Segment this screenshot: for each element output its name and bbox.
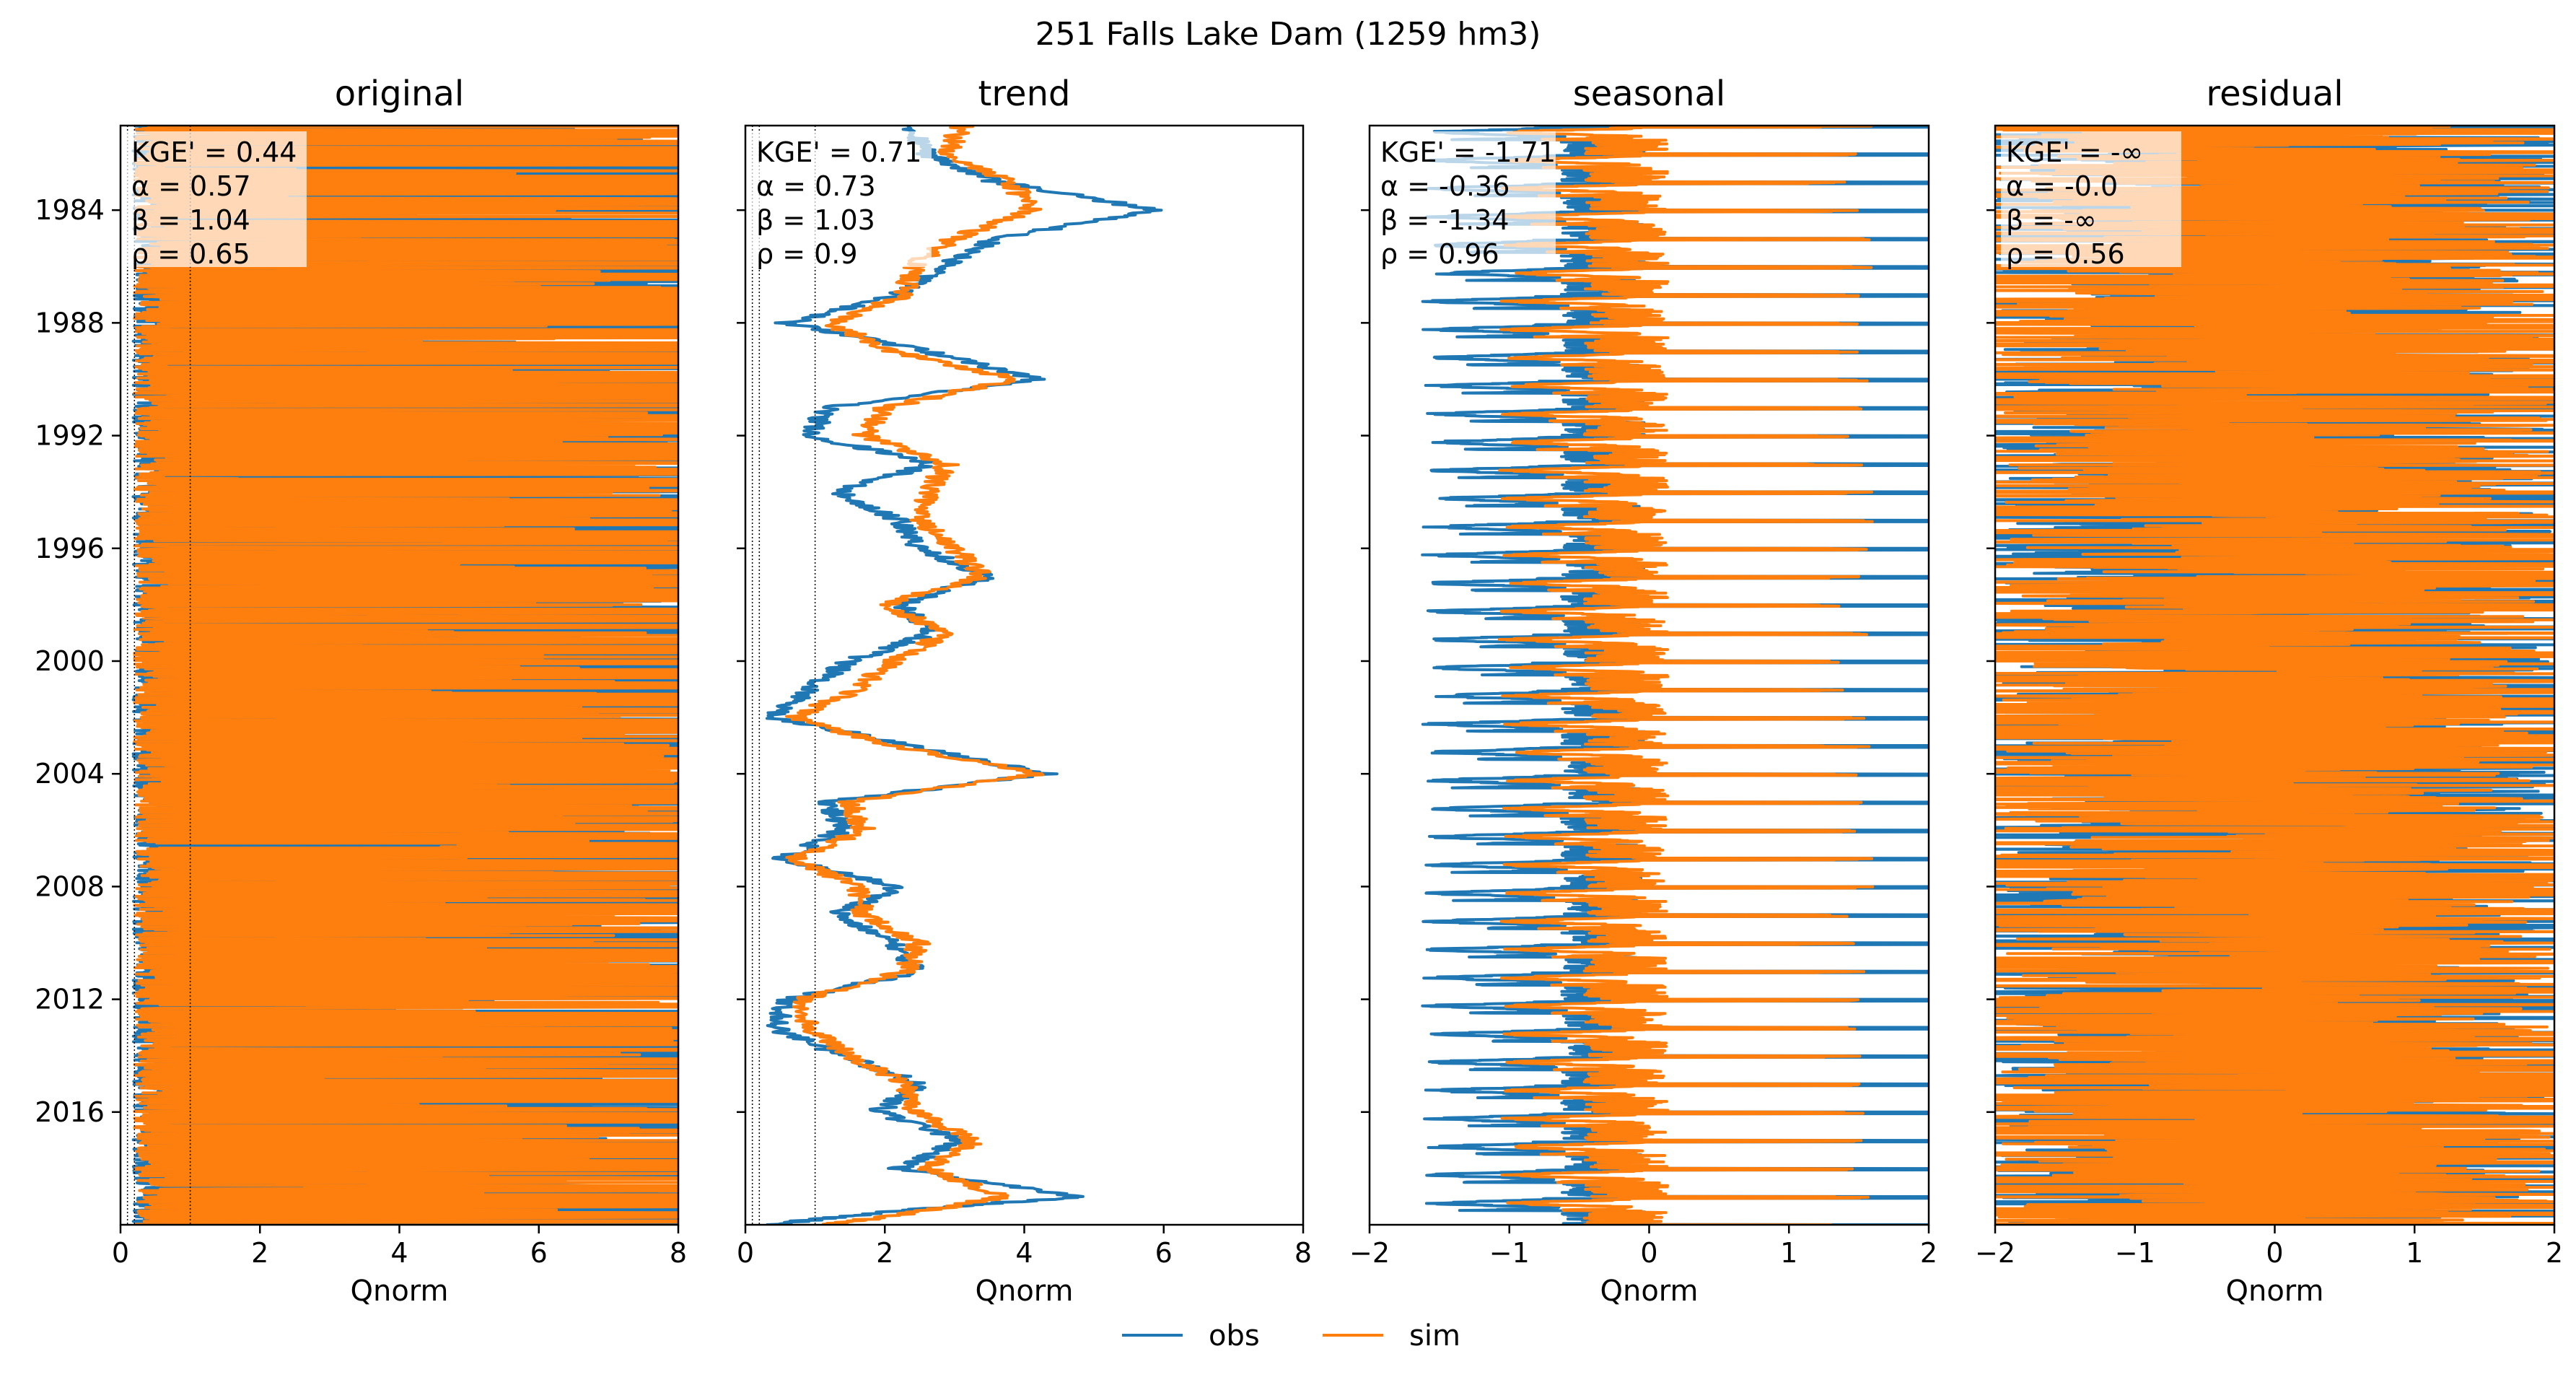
x-tick-label: 8 — [670, 1237, 687, 1269]
plot-area — [765, 126, 1163, 1225]
panel-original: original KGE' = 0.44α = 0.57β = 1.04ρ = 0… — [35, 74, 687, 1308]
y-tick-label: 2000 — [35, 645, 105, 677]
stat-line: KGE' = 0.44 — [131, 136, 297, 168]
x-tick-label: 2 — [876, 1237, 893, 1269]
stat-line: β = 1.03 — [756, 204, 875, 236]
panel-title: seasonal — [1573, 74, 1726, 114]
legend-label: sim — [1409, 1319, 1460, 1353]
stat-line: α = -0.0 — [2006, 170, 2118, 202]
stat-line: KGE' = -∞ — [2006, 136, 2143, 168]
stats-box: KGE' = 0.44α = 0.57β = 1.04ρ = 0.65 — [126, 131, 307, 270]
y-tick-label: 1988 — [35, 307, 105, 338]
stats-box: KGE' = 0.71α = 0.73β = 1.03ρ = 0.9 — [751, 131, 932, 270]
stat-line: α = -0.36 — [1380, 170, 1510, 202]
y-tick-label: 2012 — [35, 984, 105, 1015]
x-axis-label: Qnorm — [2225, 1275, 2323, 1308]
stat-line: KGE' = 0.71 — [756, 136, 921, 168]
x-tick-label: −2 — [1975, 1237, 2015, 1269]
x-axis-label: Qnorm — [1600, 1275, 1698, 1308]
y-tick-label: 2004 — [35, 758, 105, 790]
series-sim — [133, 126, 678, 1225]
stat-line: ρ = 0.56 — [2006, 238, 2125, 270]
x-tick-label: −1 — [2115, 1237, 2155, 1269]
stat-line: β = -∞ — [2006, 204, 2097, 236]
x-tick-label: 4 — [1015, 1237, 1033, 1269]
stats-box: KGE' = -∞α = -0.0β = -∞ρ = 0.56 — [2001, 131, 2181, 270]
x-tick-label: 2 — [2546, 1237, 2563, 1269]
x-tick-label: 8 — [1294, 1237, 1312, 1269]
x-tick-label: 0 — [2266, 1237, 2283, 1269]
x-tick-label: 4 — [390, 1237, 408, 1269]
panel-residual: residual KGE' = -∞α = -0.0β = -∞ρ = 0.56 −… — [1975, 74, 2563, 1308]
x-tick-label: 2 — [1920, 1237, 1937, 1269]
plot-area — [1421, 126, 1929, 1225]
x-tick-label: 0 — [112, 1237, 129, 1269]
stat-line: ρ = 0.65 — [131, 238, 250, 270]
x-tick-label: 0 — [737, 1237, 754, 1269]
y-tick-label: 1984 — [35, 194, 105, 226]
stats-box: KGE' = -1.71α = -0.36β = -1.34ρ = 0.96 — [1375, 131, 1556, 270]
x-tick-label: 1 — [2406, 1237, 2423, 1269]
series-obs — [765, 126, 1163, 1225]
x-tick-label: 2 — [251, 1237, 268, 1269]
panel-title: trend — [978, 74, 1071, 114]
y-tick-label: 1996 — [35, 533, 105, 564]
x-tick-label: −1 — [1489, 1237, 1530, 1269]
figure-title: 251 Falls Lake Dam (1259 hm3) — [1035, 16, 1541, 53]
series-sim — [785, 126, 1045, 1225]
panel-seasonal: seasonal KGE' = -1.71α = -0.36β = -1.34ρ … — [1349, 74, 1937, 1308]
panel-title: original — [335, 74, 464, 114]
x-axis-label: Qnorm — [975, 1275, 1073, 1308]
stat-line: ρ = 0.96 — [1380, 238, 1499, 270]
series-sim — [1497, 126, 1875, 1225]
x-tick-label: 6 — [530, 1237, 548, 1269]
x-axis-label: Qnorm — [350, 1275, 448, 1308]
plot-area — [1995, 126, 2554, 1225]
series-sim — [1995, 126, 2554, 1225]
legend-entry-obs: obs — [1122, 1319, 1260, 1353]
x-tick-label: 6 — [1155, 1237, 1173, 1269]
y-tick-label: 2016 — [35, 1096, 105, 1128]
x-tick-label: 0 — [1640, 1237, 1657, 1269]
plot-area — [131, 126, 678, 1225]
panel-title: residual — [2206, 74, 2343, 114]
y-tick-label: 1992 — [35, 420, 105, 452]
stat-line: KGE' = -1.71 — [1380, 136, 1556, 168]
stat-line: β = 1.04 — [131, 204, 250, 236]
stat-line: ρ = 0.9 — [756, 238, 858, 270]
x-tick-label: −2 — [1349, 1237, 1390, 1269]
panel-trend: trend KGE' = 0.71α = 0.73β = 1.03ρ = 0.9 0… — [737, 74, 1312, 1308]
stat-line: β = -1.34 — [1380, 204, 1510, 236]
y-tick-label: 2008 — [35, 870, 105, 902]
legend-label: obs — [1209, 1319, 1260, 1353]
stat-line: α = 0.57 — [131, 170, 251, 202]
legend-entry-sim: sim — [1323, 1319, 1460, 1353]
stat-line: α = 0.73 — [756, 170, 876, 202]
legend: obs sim — [1122, 1319, 1460, 1353]
x-tick-label: 1 — [1780, 1237, 1797, 1269]
